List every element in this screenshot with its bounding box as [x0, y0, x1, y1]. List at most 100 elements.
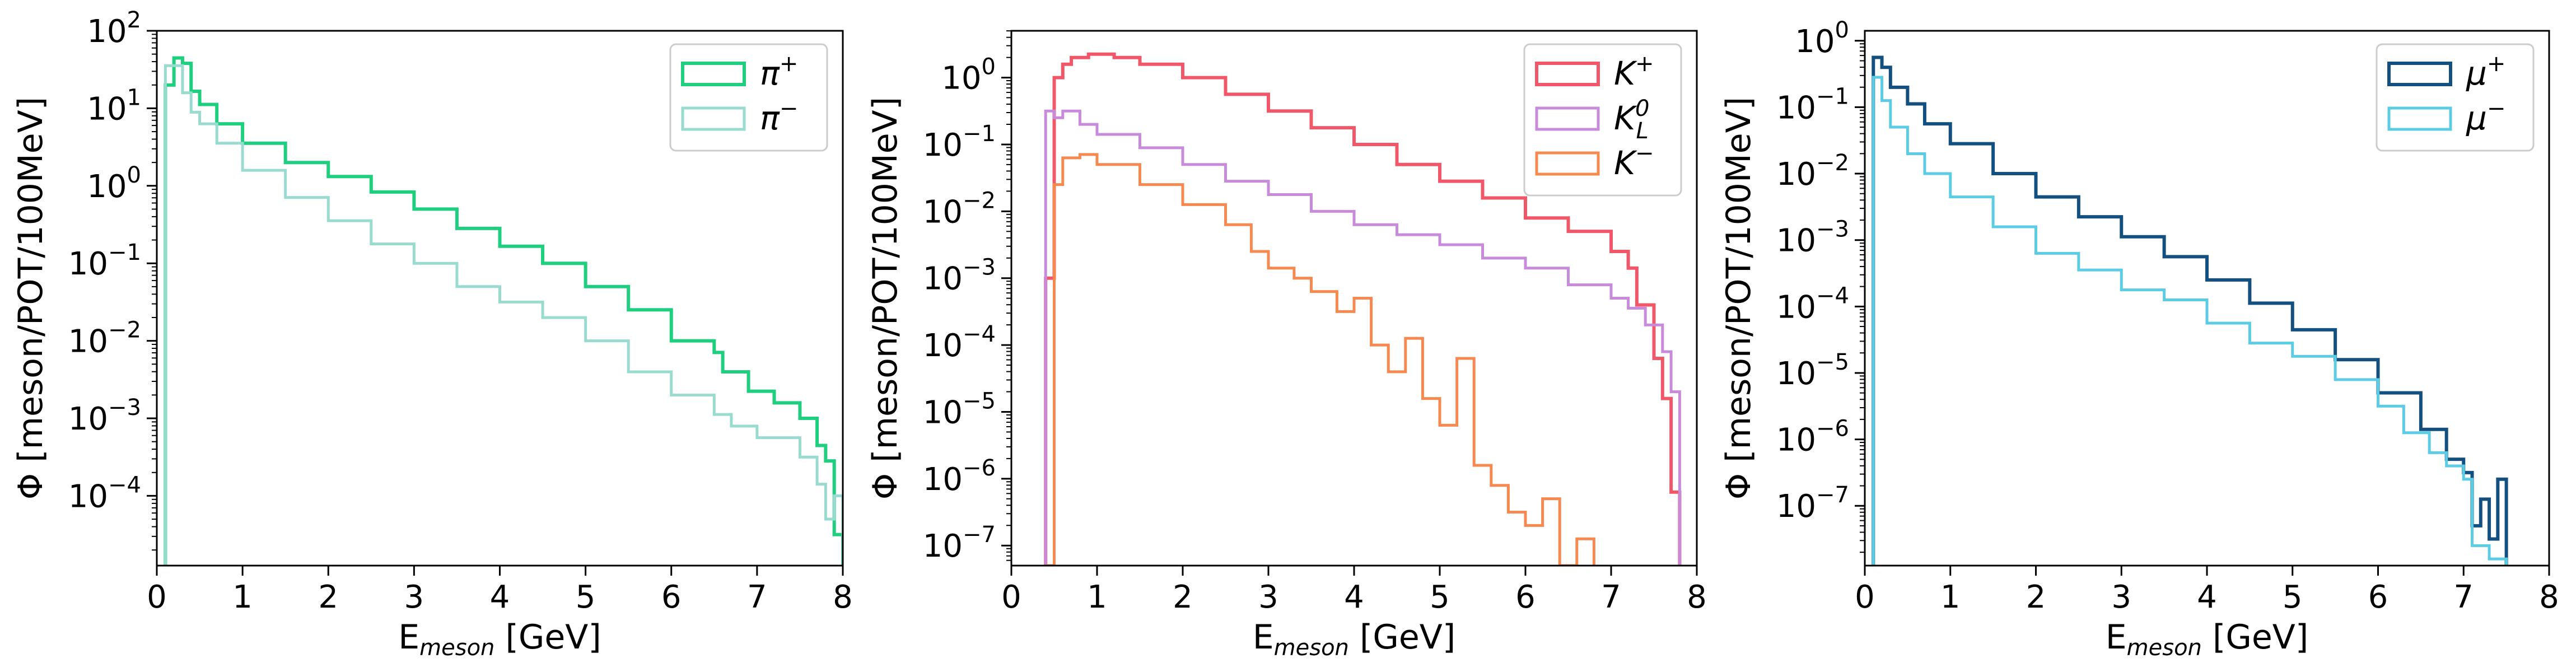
y-tick-exponent: −2	[1816, 150, 1849, 176]
legend-label-1: π+	[760, 51, 798, 92]
y-tick-exponent: −6	[1816, 416, 1849, 442]
legend-label-1: μ+	[2466, 51, 2505, 92]
y-tick-base: 10	[1776, 488, 1816, 525]
series-line-3	[1046, 153, 1595, 566]
legend-label-3: K−	[1614, 141, 1654, 182]
x-axis-label-unit: [GeV]	[494, 618, 601, 657]
legend-label-sup: −	[2487, 96, 2506, 122]
y-tick-base: 10	[923, 328, 963, 364]
y-tick-label: 102	[87, 7, 141, 50]
series-line-2	[164, 64, 843, 566]
y-tick-exponent: −2	[108, 318, 141, 343]
x-tick-label: 7	[2453, 579, 2474, 615]
y-tick-base: 10	[941, 60, 981, 97]
legend-label-sup: 0	[1635, 96, 1649, 122]
y-axis-label: Φ [meson/POT/100MeV]	[11, 97, 50, 500]
x-tick-label: 2	[318, 579, 338, 615]
legend-swatch-1	[2387, 62, 2452, 86]
x-tick-label: 5	[576, 579, 596, 615]
y-tick-exponent: −3	[108, 395, 141, 421]
legend: μ+μ−	[2376, 43, 2535, 152]
y-tick-exponent: 1	[127, 85, 141, 110]
legend-label-sup: +	[780, 51, 799, 77]
x-tick-label: 7	[1601, 579, 1621, 615]
y-tick-base: 10	[1776, 156, 1816, 193]
plot-area	[1872, 55, 2508, 566]
x-axis-label-sub: meson	[1274, 635, 1349, 661]
y-axis-label: Φ [meson/POT/100MeV]	[866, 97, 905, 500]
legend-label-base: π	[760, 54, 780, 92]
x-tick-label: 4	[1344, 579, 1364, 615]
y-tick-label: 10−1	[68, 240, 141, 282]
series-line-2	[1044, 109, 1681, 566]
x-axis-label-sub: meson	[2127, 635, 2202, 661]
y-tick-exponent: −6	[963, 455, 996, 481]
y-tick-base: 10	[923, 461, 963, 498]
x-tick-label: 4	[2197, 579, 2217, 615]
y-tick-exponent: −1	[1816, 83, 1849, 109]
y-tick-base: 10	[1776, 289, 1816, 325]
x-tick-label: 4	[490, 579, 510, 615]
legend-label-sup: +	[1635, 51, 1654, 77]
legend-label-base: μ	[2466, 54, 2487, 92]
y-tick-label: 10−3	[1776, 217, 1849, 259]
x-tick-label: 6	[661, 579, 682, 615]
plot-area	[164, 56, 843, 566]
x-axis-label-unit: [GeV]	[2202, 618, 2308, 657]
legend-label-sup: −	[780, 96, 799, 122]
y-tick-label: 10−4	[1776, 283, 1849, 325]
y-tick-base: 10	[923, 194, 963, 230]
y-tick-label: 10−7	[1776, 482, 1849, 525]
y-tick-label: 10−2	[923, 188, 996, 230]
y-tick-base: 10	[923, 394, 963, 431]
x-axis-label: Emeson [GeV]	[1253, 618, 1456, 661]
y-tick-label: 10−3	[68, 395, 141, 437]
y-tick-base: 10	[923, 528, 963, 564]
y-tick-exponent: −2	[963, 188, 996, 213]
y-tick-base: 10	[87, 91, 127, 127]
y-tick-base: 10	[923, 261, 963, 297]
chart-panel-3: 0 1 2 3 4 5 6 7 810010−110−210−310−410−510−610−7…	[1719, 17, 2559, 661]
y-tick-label: 100	[1795, 17, 1849, 60]
y-tick-label: 10−1	[923, 121, 996, 164]
y-tick-label: 10−2	[1776, 150, 1849, 193]
y-tick-base: 10	[68, 478, 108, 515]
legend-swatch-1	[681, 62, 746, 86]
x-axis-label-main: E	[398, 618, 419, 657]
y-tick-label: 10−7	[923, 522, 996, 564]
x-tick-label: 2	[2026, 579, 2046, 615]
series-line-2	[1872, 76, 2508, 566]
legend: K+ K0 LK−	[1523, 43, 1682, 197]
y-tick-label: 10−5	[1776, 349, 1849, 392]
legend-label-1: K+	[1614, 51, 1654, 92]
x-tick-label: 1	[1940, 579, 1961, 615]
legend-label-sub: L	[1636, 118, 1649, 144]
chart-panel-2: 0 1 2 3 4 5 6 7 810010−110−210−310−410−510−610−7…	[866, 30, 1707, 661]
y-tick-exponent: −4	[963, 321, 996, 347]
x-axis-label: Emeson [GeV]	[2106, 618, 2309, 661]
y-tick-exponent: 0	[1835, 17, 1849, 43]
x-axis-label-sub: meson	[419, 635, 494, 661]
x-tick-label: 8	[2539, 579, 2559, 615]
x-tick-label: 5	[1430, 579, 1450, 615]
y-tick-exponent: −1	[963, 121, 996, 147]
y-tick-exponent: −4	[108, 472, 141, 498]
x-tick-label: 5	[2283, 579, 2303, 615]
legend-label-2: μ−	[2466, 96, 2505, 137]
y-tick-label: 101	[87, 85, 141, 127]
y-tick-label: 10−4	[68, 472, 141, 515]
legend-swatch-2	[2387, 106, 2452, 131]
x-tick-label: 1	[232, 579, 253, 615]
y-tick-base: 10	[87, 13, 127, 50]
y-tick-exponent: −5	[1816, 349, 1849, 375]
y-tick-exponent: −5	[963, 388, 996, 414]
series-line-1	[164, 56, 843, 566]
legend-label-base: K	[1614, 99, 1637, 137]
y-tick-exponent: 0	[982, 54, 996, 80]
y-tick-base: 10	[923, 127, 963, 164]
y-tick-exponent: −3	[963, 255, 996, 281]
x-tick-label: 8	[833, 579, 853, 615]
y-tick-exponent: −7	[963, 522, 996, 548]
x-axis-label-main: E	[1253, 618, 1274, 657]
